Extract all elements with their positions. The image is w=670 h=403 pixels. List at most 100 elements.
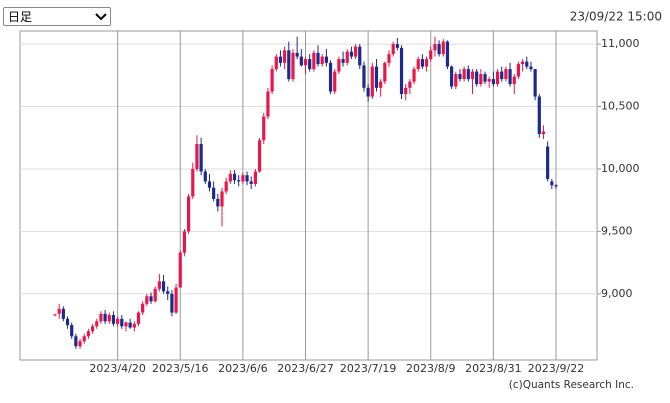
x-tick-label: 2023/6/6 <box>218 362 267 375</box>
candle-body <box>408 81 412 88</box>
candle-body <box>333 71 337 92</box>
candle-body <box>395 44 399 48</box>
candle-body <box>82 336 86 342</box>
candle-body <box>470 71 475 80</box>
candle-body <box>287 50 291 80</box>
candle-body <box>249 181 253 184</box>
candle-body <box>145 296 149 304</box>
candle-body <box>295 52 299 57</box>
candle-body <box>74 336 78 347</box>
candle-body <box>237 180 241 182</box>
candle-body <box>157 281 161 289</box>
candle-body <box>262 116 266 141</box>
candle-body <box>508 69 512 85</box>
y-tick-label: 10,000 <box>601 162 640 175</box>
candle-body <box>283 50 287 63</box>
candle-body <box>379 81 383 88</box>
candle-body <box>257 140 262 172</box>
candle-body <box>479 74 483 85</box>
candle-body <box>341 59 345 63</box>
period-select[interactable]: 日足 <box>3 7 111 26</box>
candle-body <box>116 318 120 324</box>
candle-body <box>61 308 65 319</box>
candle-body <box>546 146 550 179</box>
candle-body <box>291 52 295 80</box>
candle-body <box>308 59 312 70</box>
timestamp: 23/09/22 15:00 <box>570 10 662 24</box>
candle-body <box>420 59 424 67</box>
candle-body <box>245 175 249 182</box>
x-tick-label: 2023/6/27 <box>277 362 333 375</box>
candle-body <box>537 96 541 135</box>
candle-body <box>107 315 111 322</box>
candle-body <box>441 41 445 55</box>
candle-body <box>99 313 103 322</box>
candle-body <box>207 181 212 188</box>
y-tick-label: 11,000 <box>601 37 640 50</box>
candle-body <box>78 341 82 347</box>
candle-body <box>491 79 495 85</box>
candle-body <box>445 41 450 67</box>
x-tick-label: 2023/4/20 <box>89 362 145 375</box>
candle-body <box>299 56 303 66</box>
candle-body <box>374 66 379 88</box>
candle-body <box>212 187 216 199</box>
candle-body <box>216 198 220 207</box>
candle-body <box>429 50 433 60</box>
candle-body <box>387 54 391 63</box>
candle-body <box>274 56 278 70</box>
candle-body <box>86 331 90 337</box>
candle-body <box>195 143 199 169</box>
candle-body <box>416 59 420 70</box>
candle-body <box>349 51 354 57</box>
plot-frame <box>19 30 598 361</box>
candle-body <box>366 87 370 97</box>
candle-body <box>95 321 99 327</box>
candle-body <box>370 66 374 97</box>
candle-body <box>103 313 107 322</box>
candle-body <box>312 52 316 70</box>
candle-body <box>187 196 191 232</box>
candle-body <box>554 185 558 187</box>
x-tick-label: 2023/7/19 <box>340 362 396 375</box>
candle-body <box>136 312 141 324</box>
candle-body <box>220 191 224 207</box>
candle-body <box>345 51 349 63</box>
y-tick-label: 10,500 <box>601 100 640 113</box>
candle-body <box>228 173 232 182</box>
candle-body <box>521 61 525 65</box>
candle-body <box>266 91 270 117</box>
candle-body <box>512 76 516 85</box>
candle-body <box>454 74 458 87</box>
candle-body <box>550 181 554 186</box>
candle-body <box>132 323 136 328</box>
candle-body <box>525 61 529 67</box>
candle-body <box>529 66 533 70</box>
candle-body <box>462 69 466 80</box>
candle-body <box>358 46 362 66</box>
candle-body <box>232 173 237 181</box>
candle-body <box>53 314 57 316</box>
candle-body <box>303 59 308 66</box>
period-label: 日足 <box>8 10 33 24</box>
candle-body <box>120 318 124 327</box>
candle-body <box>337 59 341 72</box>
chevron <box>95 13 107 21</box>
candle-body <box>191 168 195 197</box>
x-tick-label: 2023/5/16 <box>152 362 208 375</box>
candle-body <box>500 71 504 80</box>
candle-body <box>111 315 116 324</box>
candle-body <box>141 303 145 313</box>
candle-body <box>149 296 153 302</box>
candle-body <box>450 66 454 87</box>
candle-body <box>320 56 324 65</box>
candle-body <box>128 322 132 328</box>
candle-body <box>278 56 283 63</box>
candle-body <box>270 69 274 92</box>
candle-body <box>437 44 441 55</box>
candle-body <box>65 318 70 326</box>
candle-body <box>466 69 470 80</box>
candle-body <box>170 293 174 313</box>
candle-body <box>495 71 500 85</box>
